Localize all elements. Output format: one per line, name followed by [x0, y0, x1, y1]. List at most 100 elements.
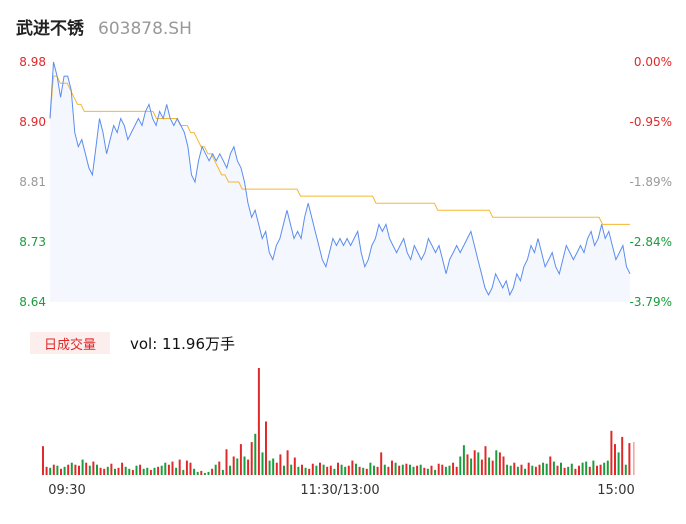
volume-bar — [329, 465, 332, 475]
volume-bar — [412, 466, 415, 475]
volume-bar — [175, 467, 178, 475]
left-tick-label: 8.81 — [19, 175, 46, 189]
volume-bar — [315, 465, 318, 475]
volume-bar — [333, 468, 336, 475]
volume-bar — [178, 459, 181, 475]
left-axis-ticks: 8.98 8.90 8.81 8.73 8.64 — [19, 55, 46, 309]
volume-bar — [409, 464, 411, 475]
volume-bar — [275, 462, 278, 475]
volume-bar — [473, 450, 476, 475]
volume-bar — [513, 462, 516, 475]
volume-bar — [304, 467, 307, 475]
volume-bar — [221, 469, 224, 475]
volume-bar — [347, 465, 350, 475]
volume-bar — [344, 466, 347, 475]
stock-header: 武进不锈 603878.SH — [16, 14, 192, 39]
volume-bar — [139, 464, 142, 475]
volume-bar — [437, 463, 440, 475]
volume-bar — [538, 464, 541, 475]
volume-bar — [398, 465, 401, 475]
volume-bar — [214, 464, 217, 475]
volume-bar — [542, 462, 545, 475]
volume-bar — [124, 466, 127, 475]
volume-bar — [308, 468, 311, 475]
volume-bar — [434, 469, 437, 475]
volume-bar — [477, 452, 480, 475]
volume-bar — [362, 467, 365, 475]
volume-bar — [157, 466, 160, 475]
volume-bar — [153, 467, 156, 475]
volume-bar — [96, 464, 98, 475]
volume-bar — [203, 472, 206, 475]
average-line — [49, 75, 630, 225]
volume-bar — [534, 466, 537, 475]
volume-bar — [588, 466, 591, 475]
volume-bar — [470, 458, 473, 475]
volume-bar — [121, 462, 124, 475]
volume-bar — [391, 460, 393, 475]
volume-bars — [42, 368, 635, 475]
volume-bar — [337, 462, 339, 475]
volume-summary: vol: 11.96万手 — [130, 335, 235, 353]
volume-bar — [373, 465, 375, 475]
volume-bar — [355, 463, 357, 475]
volume-bar — [311, 463, 314, 475]
volume-bar — [171, 461, 174, 475]
volume-bar — [56, 465, 59, 475]
volume-bar — [243, 456, 246, 475]
volume-bar — [103, 468, 106, 475]
volume-bar — [383, 464, 386, 475]
volume-bar — [88, 465, 91, 475]
right-tick-label: -0.95% — [630, 115, 672, 129]
volume-bar — [480, 459, 483, 475]
volume-bar — [283, 465, 285, 475]
volume-bar — [452, 462, 455, 475]
volume-bar — [319, 462, 321, 475]
price-area-fill — [50, 62, 630, 302]
volume-bar — [624, 464, 627, 475]
volume-bar — [574, 468, 577, 475]
left-tick-label: 8.98 — [19, 55, 46, 69]
volume-bar — [49, 467, 52, 475]
volume-bar — [261, 452, 264, 475]
volume-bar — [340, 464, 343, 475]
volume-bar — [200, 470, 203, 475]
right-tick-label: -2.84% — [630, 235, 672, 249]
volume-bar — [218, 461, 221, 475]
volume-bar — [232, 456, 235, 475]
volume-bar — [502, 456, 505, 475]
volume-bar — [567, 466, 570, 475]
volume-bar — [369, 462, 372, 475]
volume-bar — [196, 471, 199, 475]
volume-bar — [599, 464, 602, 475]
volume-bar — [444, 466, 447, 475]
volume-bar — [290, 464, 293, 475]
left-tick-label: 8.90 — [19, 115, 46, 129]
volume-tab[interactable]: 日成交量 — [30, 332, 110, 354]
volume-bar — [365, 468, 368, 475]
volume-bar — [531, 465, 534, 475]
volume-bar — [74, 464, 77, 475]
right-tick-label: 0.00% — [634, 55, 672, 69]
volume-bar — [376, 466, 379, 475]
volume-bar — [441, 464, 444, 475]
volume-bar — [430, 465, 433, 475]
volume-bar — [211, 468, 214, 475]
volume-bar — [416, 465, 419, 475]
volume-bar — [426, 468, 429, 475]
volume-bar — [617, 452, 620, 475]
volume-bar — [610, 430, 613, 475]
volume-bar — [506, 464, 509, 475]
volume-bar — [250, 442, 253, 475]
volume-bar — [326, 466, 329, 475]
volume-bar — [401, 464, 404, 475]
volume-bar — [405, 463, 408, 475]
right-tick-label: -1.89% — [630, 175, 672, 189]
volume-bar — [146, 467, 149, 475]
volume-bar — [549, 456, 552, 475]
volume-bar — [60, 468, 62, 475]
volume-bar — [117, 467, 120, 475]
left-tick-label: 8.64 — [19, 295, 46, 309]
volume-bar — [247, 459, 250, 475]
